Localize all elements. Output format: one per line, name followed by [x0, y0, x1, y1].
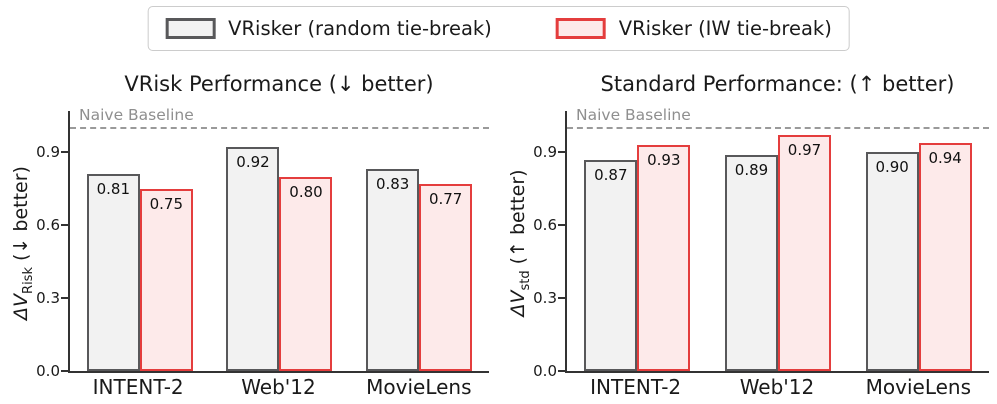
- plot-area-vrisk: 0.0 0.3 0.6 0.9 Naive Baseline 0.81 0.75 0.92 0.…: [36, 106, 489, 380]
- bar-group-movielens: 0.90 0.94: [865, 142, 972, 371]
- bar: 0.83: [366, 169, 420, 371]
- x-tick-label: INTENT-2: [590, 375, 682, 399]
- bar-value-label: 0.80: [289, 182, 323, 201]
- bar-value-label: 0.89: [734, 160, 769, 179]
- legend-item-iw-tiebreak: VRisker (IW tie-break): [555, 17, 832, 40]
- bar-group-web'12: 0.92 0.80: [226, 147, 333, 371]
- legend-label: VRisker (IW tie-break): [618, 17, 832, 40]
- bar: 0.89: [724, 154, 778, 371]
- bar: 0.93: [637, 145, 691, 371]
- x-axis-labels-vrisk: INTENT-2 Web'12 MovieLens: [68, 375, 489, 399]
- y-tick-mark: [61, 224, 68, 227]
- y-tick-label: 0.3: [36, 289, 60, 308]
- bar-value-label: 0.94: [928, 148, 962, 167]
- y-tick-mark: [61, 297, 68, 300]
- legend: VRisker (random tie-break) VRisker (IW t…: [147, 6, 850, 51]
- y-tick-mark: [558, 370, 565, 372]
- bar: 0.94: [918, 142, 972, 371]
- bar: 0.87: [584, 159, 638, 371]
- x-tick-label: MovieLens: [366, 375, 472, 399]
- y-tick-label: 0.0: [36, 362, 60, 380]
- x-tick-label: Web'12: [739, 375, 815, 399]
- bar: 0.92: [226, 147, 280, 371]
- bar-group-movielens: 0.83 0.77: [366, 169, 473, 371]
- legend-item-random-tiebreak: VRisker (random tie-break): [165, 17, 492, 40]
- bar-value-label: 0.97: [787, 141, 822, 160]
- legend-swatch-red-icon: [555, 18, 606, 39]
- x-axis-labels-standard: INTENT-2 Web'12 MovieLens: [565, 375, 989, 399]
- bar: 0.90: [865, 152, 919, 371]
- bar: 0.97: [777, 135, 831, 371]
- bar: 0.75: [139, 188, 193, 371]
- bar-groups: 0.81 0.75 0.92 0.80 0.83 0.77: [70, 111, 489, 371]
- bar-value-label: 0.87: [594, 165, 628, 184]
- y-tick-label: 0.6: [36, 216, 60, 235]
- bar-groups: 0.87 0.93 0.89 0.97 0.90 0.94: [567, 111, 989, 371]
- naive-baseline-line: [567, 127, 989, 129]
- bar-value-label: 0.92: [236, 153, 270, 172]
- naive-baseline-label: Naive Baseline: [79, 106, 194, 125]
- bar-value-label: 0.83: [375, 175, 410, 194]
- bar-value-label: 0.93: [647, 151, 681, 170]
- y-tick-label: 0.3: [533, 289, 557, 308]
- x-tick-label: MovieLens: [865, 375, 972, 399]
- y-tick-label: 0.9: [533, 143, 557, 162]
- chart-title-standard: Standard Performance: (↑ better): [600, 72, 955, 96]
- bar-group-web'12: 0.89 0.97: [724, 135, 831, 371]
- bar-group-intent-2: 0.87 0.93: [584, 145, 691, 371]
- y-tick-mark: [61, 370, 68, 372]
- bar: 0.81: [86, 174, 140, 371]
- y-tick-mark: [558, 224, 565, 227]
- bar-group-intent-2: 0.81 0.75: [86, 174, 193, 371]
- plot-area-standard: 0.0 0.3 0.6 0.9 Naive Baseline 0.87 0.93 0.89 0.…: [533, 106, 989, 380]
- legend-swatch-gray-icon: [165, 18, 216, 39]
- bar-value-label: 0.77: [428, 189, 463, 208]
- bar-value-label: 0.81: [96, 180, 131, 199]
- y-tick-mark: [558, 297, 565, 300]
- bar: 0.80: [279, 176, 333, 371]
- y-tick-mark: [61, 151, 68, 154]
- y-tick-label: 0.9: [36, 143, 60, 162]
- chart-title-vrisk: VRisk Performance (↓ better): [124, 72, 434, 96]
- bar-value-label: 0.75: [149, 194, 184, 213]
- y-tick-label: 0.6: [533, 216, 557, 235]
- naive-baseline-label: Naive Baseline: [576, 106, 691, 125]
- bar: 0.77: [419, 183, 473, 371]
- bar-value-label: 0.90: [875, 158, 909, 177]
- y-tick-label: 0.0: [533, 362, 557, 380]
- legend-label: VRisker (random tie-break): [228, 17, 492, 40]
- y-tick-mark: [558, 151, 565, 154]
- x-tick-label: Web'12: [241, 375, 316, 399]
- x-tick-label: INTENT-2: [92, 375, 184, 399]
- naive-baseline-line: [70, 127, 489, 129]
